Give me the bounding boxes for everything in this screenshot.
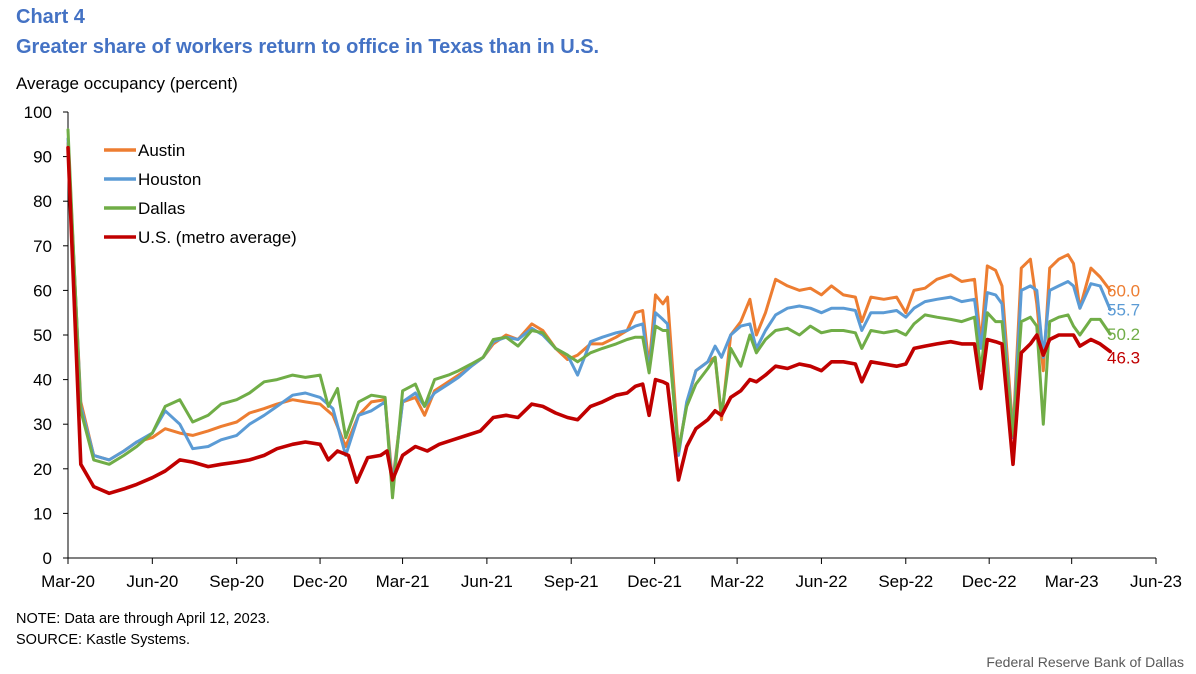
end-value-label: 60.0 [1107,281,1140,300]
y-tick-label: 40 [33,371,52,390]
end-value-label: 46.3 [1107,349,1140,368]
source-text: SOURCE: Kastle Systems. [16,632,191,648]
x-tick-label: Mar-22 [710,572,764,591]
y-tick-label: 80 [33,192,52,211]
x-tick-label: Mar-23 [1045,572,1099,591]
x-tick-label: Sep-20 [209,572,264,591]
legend-label: Austin [138,141,185,160]
x-tick-label: Sep-21 [544,572,599,591]
series-line-austin [66,141,1112,484]
x-tick-label: Sep-22 [878,572,933,591]
note-text: NOTE: Data are through April 12, 2023. [16,611,270,627]
y-tick-label: 100 [24,103,52,122]
legend: Austin Houston Dallas U.S. (metro average) [104,141,297,247]
x-tick-label: Jun-20 [126,572,178,591]
x-tick-label: Mar-21 [376,572,430,591]
y-tick-label: 30 [33,415,52,434]
credit-text: Federal Reserve Bank of Dallas [986,654,1184,670]
y-tick-label: 10 [33,504,52,523]
end-value-label: 55.7 [1107,301,1140,320]
y-axis-label: Average occupancy (percent) [16,74,238,93]
chart-label: Chart 4 [16,6,85,28]
series-line-u-s-metro-average [66,145,1112,496]
x-tick-label: Jun-21 [461,572,513,591]
x-tick-label: Mar-20 [41,572,95,591]
y-tick-label: 70 [33,237,52,256]
y-tick-label: 60 [33,281,52,300]
legend-label: Houston [138,170,201,189]
x-tick-label: Dec-22 [962,572,1017,591]
y-tick-label: 90 [33,148,52,167]
x-tick-label: Jun-23 [1130,572,1182,591]
y-tick-label: 0 [43,549,52,568]
end-labels: 60.055.7 50.2 46.3 [1107,281,1140,367]
y-tick-label: 50 [33,326,52,345]
end-value-label: 50.2 [1107,325,1140,344]
x-tick-label: Jun-22 [795,572,847,591]
x-tick-label: Dec-21 [627,572,682,591]
y-tick-label: 20 [33,460,52,479]
legend-label: Dallas [138,199,185,218]
series-line-houston [66,137,1112,489]
chart-title: Greater share of workers return to offic… [16,36,600,58]
series-line-dallas [66,128,1112,500]
series-lines [66,128,1112,500]
legend-label: U.S. (metro average) [138,228,297,247]
x-tick-label: Dec-20 [293,572,348,591]
